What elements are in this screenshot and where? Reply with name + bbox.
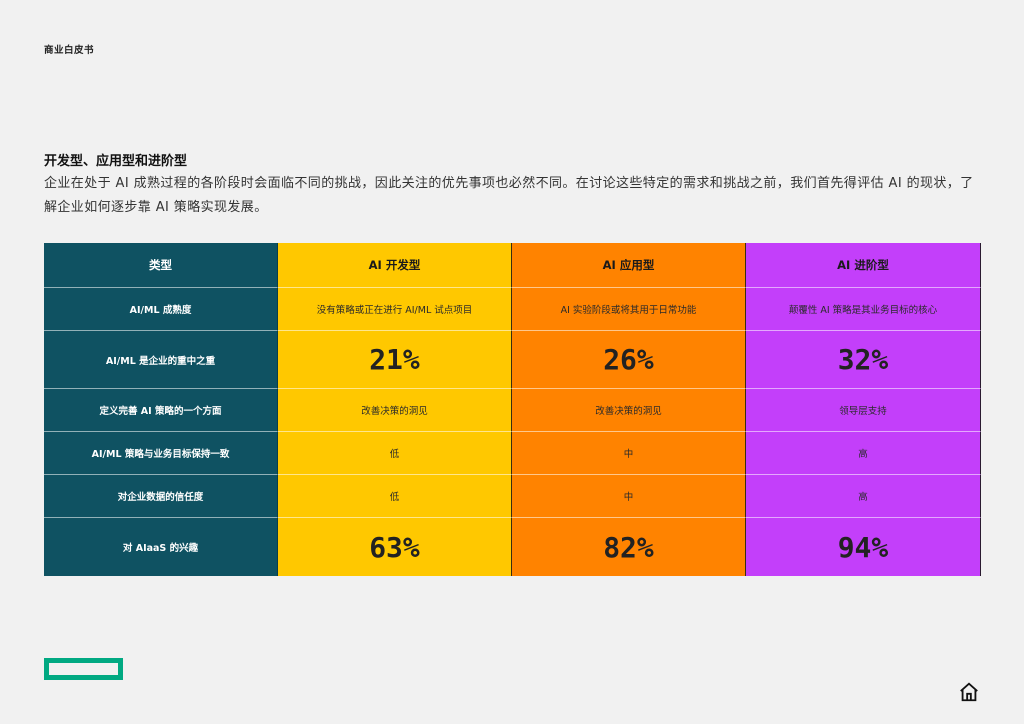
column-header-ai-applying: AI 应用型	[512, 243, 746, 288]
home-button[interactable]	[957, 680, 981, 704]
table-cell: 没有策略或正在进行 AI/ML 试点项目	[278, 288, 512, 331]
intro-paragraph: 企业在处于 AI 成熟过程的各阶段时会面临不同的挑战，因此关注的优先事项也必然不…	[44, 176, 974, 215]
table-cell: AI 实验阶段或将其用于日常功能	[512, 288, 746, 331]
stat-value: 32%	[746, 331, 981, 389]
column-header-type: 类型	[44, 243, 278, 288]
table-cell: 高	[746, 432, 981, 475]
table-cell: 中	[512, 432, 746, 475]
home-icon	[960, 682, 978, 702]
table-cell: 低	[278, 432, 512, 475]
row-label-strategy-aspect: 定义完善 AI 策略的一个方面	[44, 389, 278, 432]
stat-value: 94%	[746, 518, 981, 576]
column-header-ai-developing: AI 开发型	[278, 243, 512, 288]
table-cell: 改善决策的洞见	[512, 389, 746, 432]
section-title: 开发型、应用型和进阶型	[44, 154, 188, 169]
stat-value: 82%	[512, 518, 746, 576]
document-type-label: 商业白皮书	[44, 45, 95, 56]
stat-value: 21%	[278, 331, 512, 389]
stat-value: 26%	[512, 331, 746, 389]
row-label-alignment: AI/ML 策略与业务目标保持一致	[44, 432, 278, 475]
brand-logo-bar	[44, 658, 123, 680]
table-cell: 低	[278, 475, 512, 518]
table-cell: 高	[746, 475, 981, 518]
table-cell: 颠覆性 AI 策略是其业务目标的核心	[746, 288, 981, 331]
stat-value: 63%	[278, 518, 512, 576]
row-label-data-trust: 对企业数据的信任度	[44, 475, 278, 518]
table-cell: 领导层支持	[746, 389, 981, 432]
table-cell: 中	[512, 475, 746, 518]
column-header-ai-advanced: AI 进阶型	[746, 243, 981, 288]
row-label-top-priority: AI/ML 是企业的重中之重	[44, 331, 278, 389]
ai-maturity-table: 类型 AI 开发型 AI 应用型 AI 进阶型 AI/ML 成熟度 没有策略或正…	[44, 243, 981, 576]
row-label-maturity: AI/ML 成熟度	[44, 288, 278, 331]
table-cell: 改善决策的洞见	[278, 389, 512, 432]
row-label-aiaas-interest: 对 AIaaS 的兴趣	[44, 518, 278, 576]
